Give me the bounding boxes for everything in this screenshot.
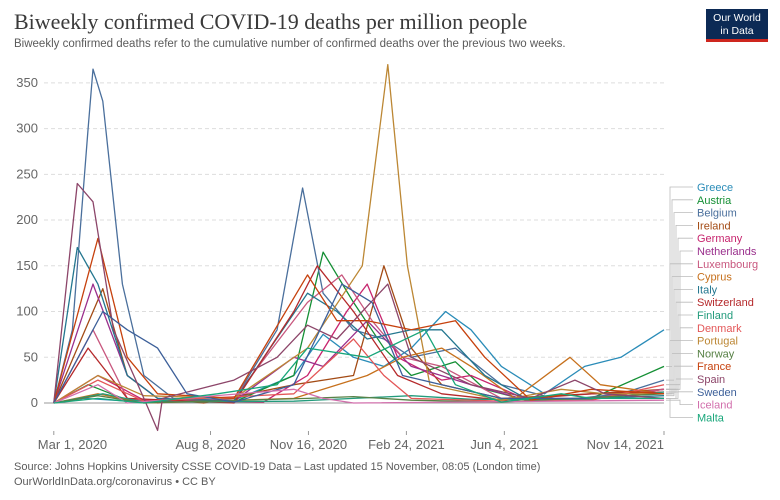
owid-logo[interactable]: Our World in Data [706, 9, 768, 42]
legend-connector [666, 398, 693, 418]
source-note: Source: Johns Hopkins University CSSE CO… [14, 461, 541, 473]
source-url[interactable]: OurWorldInData.org/coronavirus • CC BY [14, 476, 216, 488]
series-line-belgium [53, 68, 665, 404]
legend-label-luxembourg: Luxembourg [697, 259, 758, 271]
series-line-spain [53, 182, 665, 432]
legend-connector [666, 263, 693, 390]
legend-connector [666, 186, 693, 331]
legend-label-austria: Austria [697, 195, 732, 207]
series-line-germany [53, 283, 665, 404]
y-tick-label: 350 [16, 75, 38, 90]
logo-line-1: Our World [713, 12, 761, 24]
y-tick-label: 250 [16, 166, 38, 181]
y-axis: 0 50 100 150 200 250 300 350 [16, 75, 38, 410]
logo-accent-bar [706, 39, 768, 42]
legend-label-italy: Italy [697, 284, 718, 296]
legend-connector [666, 391, 693, 399]
x-tick-label: Feb 24, 2021 [368, 437, 445, 452]
legend-label-denmark: Denmark [697, 323, 742, 335]
x-axis: Mar 1, 2020 Aug 8, 2020 Nov 16, 2020 Feb 24… [38, 431, 665, 452]
x-tick-label: Nov 16, 2020 [270, 437, 347, 452]
y-tick-label: 150 [16, 258, 38, 273]
legend-label-germany: Germany [697, 233, 743, 245]
legend-label-finland: Finland [697, 310, 733, 322]
y-tick-label: 200 [16, 212, 38, 227]
legend-label-cyprus: Cyprus [697, 272, 732, 284]
series-line-ireland [53, 265, 665, 404]
legend-label-iceland: Iceland [697, 400, 732, 412]
y-tick-label: 300 [16, 121, 38, 136]
y-tick-label: 100 [16, 304, 38, 319]
legend-label-france: France [697, 361, 731, 373]
series-line-iceland [53, 384, 665, 404]
series-line-netherlands [53, 283, 665, 404]
legend-connector [666, 289, 693, 397]
legend: GreeceAustriaBelgiumIrelandGermanyNether… [666, 182, 758, 424]
series-line-austria [53, 251, 665, 404]
legend-connector [666, 365, 693, 395]
legend-connector [666, 399, 693, 405]
legend-connector [666, 340, 693, 395]
series-line-switzerland [53, 265, 665, 404]
x-tick-label: Aug 8, 2020 [175, 437, 245, 452]
x-tick-label: Jun 4, 2021 [470, 437, 538, 452]
legend-label-norway: Norway [697, 348, 735, 360]
chart-title: Biweekly confirmed COVID-19 deaths per m… [14, 9, 528, 34]
x-tick-label: Nov 14, 2021 [587, 437, 664, 452]
legend-label-belgium: Belgium [697, 208, 737, 220]
series-line-france [53, 237, 665, 404]
legend-label-greece: Greece [697, 182, 733, 194]
series-line-denmark [53, 338, 665, 404]
chart-subtitle: Biweekly confirmed deaths refer to the c… [14, 38, 566, 50]
series-line-sweden [53, 283, 664, 404]
legend-connector [666, 250, 693, 390]
series-line-portugal [53, 63, 664, 404]
series-line-malta [53, 329, 664, 404]
legend-label-malta: Malta [697, 412, 725, 424]
x-tick-label: Mar 1, 2020 [38, 437, 107, 452]
legend-label-spain: Spain [697, 374, 725, 386]
legend-label-portugal: Portugal [697, 336, 738, 348]
legend-connector [666, 327, 693, 386]
y-tick-label: 50 [24, 349, 38, 364]
legend-label-netherlands: Netherlands [697, 246, 757, 258]
logo-line-2: in Data [720, 25, 754, 37]
legend-label-sweden: Sweden [697, 387, 737, 399]
legend-label-ireland: Ireland [697, 220, 731, 232]
legend-label-switzerland: Switzerland [697, 297, 754, 309]
y-tick-label: 0 [31, 395, 38, 410]
series-layer [53, 63, 665, 432]
